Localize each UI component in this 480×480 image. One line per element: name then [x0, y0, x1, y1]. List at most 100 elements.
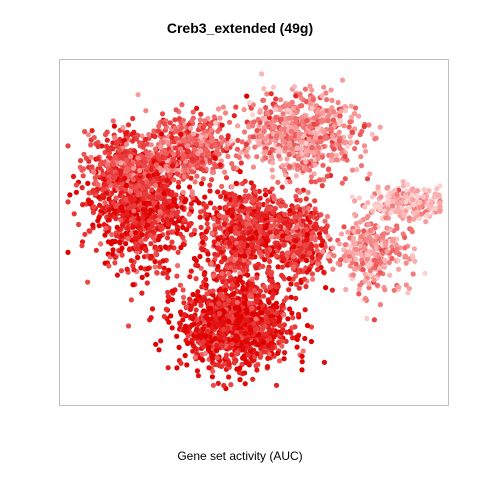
data-point — [133, 185, 139, 191]
data-point — [427, 203, 433, 209]
data-point — [178, 360, 184, 366]
data-point — [357, 219, 363, 225]
data-point — [286, 101, 292, 107]
data-point — [119, 222, 126, 228]
data-point — [145, 173, 151, 179]
data-point — [271, 317, 277, 323]
data-point — [188, 232, 194, 238]
data-point — [266, 299, 272, 306]
data-point — [329, 287, 335, 293]
data-point — [112, 134, 118, 141]
data-point — [67, 192, 73, 198]
data-point — [195, 161, 201, 167]
data-point — [320, 162, 326, 168]
data-point — [148, 166, 154, 173]
data-point — [337, 145, 343, 151]
data-point — [396, 284, 402, 290]
data-point — [326, 112, 332, 119]
data-point — [221, 382, 227, 389]
data-point — [178, 125, 184, 131]
data-point — [321, 269, 327, 275]
data-point — [406, 285, 412, 292]
data-point — [144, 280, 150, 286]
data-point — [117, 153, 123, 159]
data-point — [230, 337, 236, 343]
data-point — [209, 169, 215, 175]
data-point — [262, 192, 269, 198]
data-point — [318, 119, 324, 125]
data-point — [261, 284, 267, 290]
data-point — [374, 282, 381, 288]
data-point — [81, 151, 87, 157]
data-point — [219, 122, 225, 128]
data-point — [135, 132, 141, 138]
data-point — [339, 77, 346, 83]
data-point — [405, 290, 411, 296]
data-point — [364, 252, 370, 258]
data-point — [134, 246, 140, 252]
data-point — [142, 136, 148, 143]
data-point — [361, 228, 367, 234]
data-point — [408, 226, 414, 232]
data-point — [125, 122, 132, 128]
data-point — [243, 198, 249, 204]
data-point — [180, 155, 186, 162]
data-point — [284, 329, 290, 335]
data-point — [361, 244, 367, 250]
data-point — [201, 208, 207, 214]
data-point — [273, 382, 280, 388]
data-point — [319, 154, 325, 160]
data-point — [181, 173, 187, 179]
data-point — [383, 215, 389, 221]
data-point — [331, 146, 337, 152]
data-point — [352, 241, 358, 247]
data-point — [217, 115, 223, 121]
data-point — [236, 305, 242, 311]
data-point — [103, 143, 109, 149]
data-point — [152, 219, 158, 225]
data-point — [140, 144, 146, 150]
data-point — [242, 188, 249, 194]
data-point — [182, 199, 188, 205]
data-point — [318, 212, 324, 218]
data-point — [180, 224, 186, 230]
data-point — [294, 163, 301, 169]
data-point — [242, 370, 248, 376]
data-point — [377, 302, 383, 308]
data-point — [117, 168, 123, 174]
data-point — [201, 308, 207, 314]
data-point — [165, 167, 171, 174]
data-point — [165, 139, 171, 145]
data-point — [276, 153, 282, 159]
data-point — [307, 101, 313, 107]
data-point — [219, 363, 225, 369]
data-point — [307, 250, 313, 256]
data-point — [138, 238, 144, 244]
data-point — [426, 188, 432, 194]
data-point — [348, 244, 354, 250]
data-point — [184, 362, 190, 368]
data-point — [324, 173, 330, 179]
data-point — [349, 194, 355, 200]
data-point — [253, 265, 259, 271]
data-point — [94, 156, 101, 162]
data-point — [163, 151, 169, 157]
data-point — [207, 182, 213, 188]
data-point — [242, 178, 248, 184]
data-point — [411, 216, 417, 222]
data-point — [121, 153, 127, 160]
data-point — [180, 117, 186, 123]
data-point — [307, 83, 313, 89]
data-point — [244, 93, 250, 99]
data-point — [317, 235, 323, 241]
data-point — [130, 115, 136, 122]
data-point — [158, 338, 164, 344]
data-point — [382, 257, 388, 263]
data-point — [102, 131, 109, 138]
data-point — [239, 204, 245, 210]
data-point — [286, 151, 292, 158]
data-point — [378, 202, 384, 208]
data-point — [343, 139, 349, 145]
data-point — [288, 281, 294, 287]
data-point — [207, 188, 213, 194]
